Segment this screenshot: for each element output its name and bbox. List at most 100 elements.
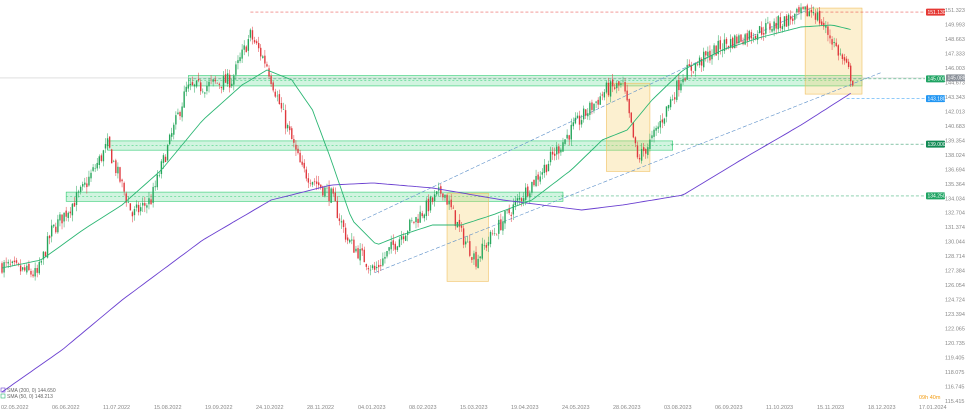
price-axis[interactable]: 151.323 149.993 148.663 147.333 146.003 144.6… bbox=[945, 8, 965, 405]
candle bbox=[632, 122, 635, 138]
candle bbox=[326, 187, 328, 189]
candle bbox=[794, 13, 796, 20]
candle bbox=[344, 227, 347, 240]
candle bbox=[216, 82, 218, 84]
candle bbox=[568, 135, 570, 140]
price-tick-label: 134.034 bbox=[945, 196, 965, 202]
candle bbox=[204, 92, 206, 94]
price-tick-label: 135.364 bbox=[945, 182, 965, 188]
candle bbox=[334, 192, 336, 202]
legend-sma50[interactable]: SMA (50, 0) 148.213 bbox=[7, 394, 53, 400]
candle bbox=[814, 13, 817, 20]
level-tag-label: 134.250 bbox=[928, 194, 946, 200]
candle bbox=[9, 263, 11, 265]
candle bbox=[852, 80, 854, 86]
candle bbox=[106, 138, 109, 147]
candle bbox=[42, 251, 45, 260]
candle bbox=[717, 40, 719, 55]
candle bbox=[578, 115, 581, 125]
channel-line[interactable] bbox=[374, 72, 882, 273]
level-tag: 151.130 bbox=[926, 8, 946, 16]
candle bbox=[384, 256, 386, 259]
candle bbox=[732, 37, 734, 48]
price-tick-label: 144.673 bbox=[945, 80, 965, 86]
candle bbox=[723, 39, 726, 51]
candle bbox=[24, 267, 26, 271]
candle bbox=[628, 98, 630, 114]
candle bbox=[500, 219, 502, 231]
candle bbox=[603, 92, 606, 98]
candle bbox=[77, 191, 80, 193]
candle bbox=[330, 188, 332, 203]
candle bbox=[802, 6, 804, 9]
candle bbox=[419, 211, 421, 223]
candle bbox=[179, 112, 181, 117]
candle bbox=[686, 64, 688, 80]
price-tick-label: 140.683 bbox=[945, 124, 965, 130]
candle bbox=[545, 164, 548, 173]
candle bbox=[415, 217, 417, 223]
candle bbox=[597, 99, 599, 105]
candle bbox=[450, 199, 452, 208]
candle bbox=[481, 243, 483, 259]
legend: SMA (200, 0) 144.650 SMA (50, 0) 148.213 bbox=[0, 387, 56, 400]
candle bbox=[255, 41, 258, 44]
candle bbox=[518, 197, 521, 200]
candle bbox=[750, 32, 753, 39]
candle bbox=[570, 124, 572, 140]
candle bbox=[676, 81, 678, 100]
candle bbox=[293, 139, 295, 143]
candle bbox=[688, 64, 690, 67]
candle bbox=[125, 193, 127, 203]
current-price-tag-bg bbox=[946, 74, 965, 82]
legend-sma200[interactable]: SMA (200, 0) 144.650 bbox=[7, 388, 56, 394]
candle bbox=[671, 99, 674, 100]
candle bbox=[651, 135, 653, 139]
candle bbox=[286, 124, 289, 129]
date-tick-label: 06.09.2023 bbox=[715, 405, 743, 411]
candle bbox=[392, 240, 394, 245]
candle bbox=[514, 200, 517, 206]
candle bbox=[388, 247, 390, 251]
level-tag-label: 139.000 bbox=[928, 142, 946, 148]
candle bbox=[135, 204, 138, 208]
candle bbox=[251, 30, 254, 40]
candle bbox=[131, 212, 134, 217]
candle bbox=[541, 172, 543, 175]
candle bbox=[82, 184, 84, 187]
candle bbox=[655, 127, 657, 131]
candle bbox=[32, 274, 34, 277]
candle bbox=[361, 248, 363, 251]
candle bbox=[311, 182, 314, 185]
candle bbox=[241, 49, 243, 59]
price-tick-label: 148.663 bbox=[945, 37, 965, 43]
candle bbox=[117, 166, 119, 174]
candle bbox=[351, 239, 353, 241]
candle bbox=[396, 246, 399, 251]
time-axis[interactable]: 02.05.2022 06.06.2022 11.07.2022 15.08.2022… bbox=[1, 405, 947, 411]
candle bbox=[309, 183, 312, 184]
candle bbox=[792, 18, 794, 21]
candle bbox=[760, 27, 763, 35]
candle bbox=[585, 109, 587, 116]
legend-swatch-sma200 bbox=[0, 387, 6, 393]
legend-swatch-sma50 bbox=[0, 393, 6, 399]
candle bbox=[529, 193, 531, 198]
candle bbox=[166, 145, 169, 161]
candle bbox=[40, 261, 43, 263]
candle bbox=[669, 99, 672, 108]
candle bbox=[50, 225, 53, 237]
candle bbox=[69, 211, 72, 214]
candle bbox=[11, 261, 14, 263]
candle bbox=[725, 38, 728, 44]
price-tick-label: 151.323 bbox=[945, 8, 965, 14]
candle bbox=[537, 174, 539, 180]
candle bbox=[798, 7, 800, 13]
level-tag-label: 151.130 bbox=[928, 10, 946, 16]
candle bbox=[473, 253, 475, 260]
candle bbox=[282, 109, 285, 110]
candle bbox=[266, 64, 268, 67]
candle bbox=[5, 261, 7, 263]
candle bbox=[614, 87, 616, 89]
